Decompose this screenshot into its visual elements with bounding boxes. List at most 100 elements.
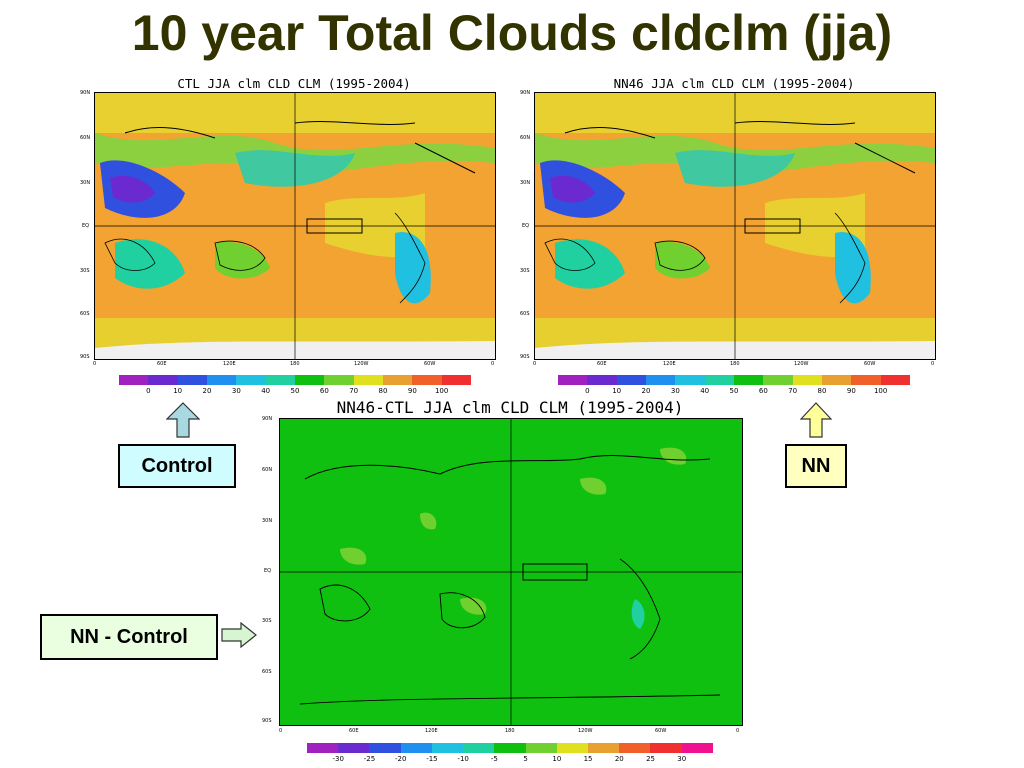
nn-lon-label: 120E (663, 361, 676, 367)
nn-lat-label: 30S (520, 268, 530, 274)
nn-lat-label: 30N (520, 180, 531, 186)
colorbar-tick-label: 60 (758, 387, 768, 395)
diff-lat-label: 60S (262, 669, 272, 675)
nn-lon-label: 0 (931, 361, 935, 367)
slide-title: 10 year Total Clouds cldclm (jja) (131, 5, 893, 61)
nn-lat-label: 90N (520, 90, 531, 96)
colorbar-tick-label: 0 (146, 387, 151, 395)
ctl-map (94, 92, 496, 360)
colorbar-swatch (556, 743, 588, 753)
nn-colorbar-labels: 0 10 20 30 40 50 60 70 80 90 100 (558, 387, 910, 397)
colorbar-tick-label: 70 (788, 387, 798, 395)
ctl-colorbar-labels: 0 10 20 30 40 50 60 70 80 90 100 (119, 387, 471, 397)
ctl-lat-label: 60N (80, 135, 91, 141)
colorbar-tick-label: 15 (583, 755, 593, 763)
control-up-arrow-icon (166, 402, 200, 438)
diff-map (279, 418, 743, 726)
colorbar-tick-label: 90 (846, 387, 856, 395)
control-label-box: Control (118, 444, 236, 488)
colorbar-swatch (369, 743, 401, 753)
colorbar-tick-label: 20 (641, 387, 651, 395)
diff-lat-label: 30S (262, 618, 272, 624)
colorbar-tick-label: 20 (614, 755, 624, 763)
diff-lon-label: 0 (736, 728, 740, 734)
colorbar-tick-label: 50 (729, 387, 739, 395)
colorbar-swatch (558, 375, 588, 385)
colorbar-swatch (148, 375, 178, 385)
colorbar-tick-label: 5 (523, 755, 528, 763)
colorbar-swatch (412, 375, 442, 385)
diff-lon-label: 120W (578, 728, 593, 734)
nn-lat-label: 60S (520, 311, 530, 317)
diff-lat-label: EQ (264, 568, 272, 574)
diff-lat-label: 30N (262, 518, 273, 524)
colorbar-tick-label: 30 (231, 387, 241, 395)
colorbar-swatch (645, 375, 676, 385)
ctl-lat-label: 30S (80, 268, 90, 274)
colorbar-swatch (704, 375, 734, 385)
nn-colorbar (558, 375, 910, 385)
diff-lon-label: 180 (505, 728, 515, 734)
colorbar-swatch (353, 375, 383, 385)
colorbar-swatch (236, 375, 266, 385)
ctl-lat-label: 60S (80, 311, 90, 317)
colorbar-swatch (441, 375, 471, 385)
colorbar-swatch (382, 375, 413, 385)
diff-lat-label: 60N (262, 467, 273, 473)
colorbar-tick-label: -10 (457, 755, 469, 763)
colorbar-swatch (463, 743, 495, 753)
diff-lon-label: 60W (655, 728, 667, 734)
colorbar-tick-label: 100 (434, 387, 449, 395)
colorbar-tick-label: -30 (332, 755, 344, 763)
colorbar-tick-label: 90 (407, 387, 417, 395)
colorbar-tick-label: 30 (677, 755, 687, 763)
ctl-lat-label: 90S (80, 354, 90, 360)
nn-lat-label: 90S (520, 354, 530, 360)
diff-lat-label: 90N (262, 416, 273, 422)
ctl-lon-label: 60W (424, 361, 436, 367)
diff-lat-label: 90S (262, 718, 272, 724)
colorbar-tick-label: 60 (319, 387, 329, 395)
ctl-lon-label: 180 (290, 361, 300, 367)
colorbar-tick-label: 10 (552, 755, 562, 763)
colorbar-swatch (119, 375, 149, 385)
ctl-lat-label: EQ (82, 223, 90, 229)
ctl-lon-label: 0 (93, 361, 97, 367)
diff-right-arrow-icon (221, 622, 257, 648)
colorbar-swatch (681, 743, 713, 753)
colorbar-tick-label: -5 (490, 755, 498, 763)
nn-lon-label: 120W (794, 361, 809, 367)
colorbar-tick-label: 10 (173, 387, 183, 395)
colorbar-swatch (619, 743, 651, 753)
colorbar-tick-label: 40 (261, 387, 271, 395)
nn-map (534, 92, 936, 360)
colorbar-swatch (821, 375, 852, 385)
diff-lon-label: 0 (279, 728, 283, 734)
colorbar-tick-label: 10 (612, 387, 622, 395)
colorbar-swatch (265, 375, 295, 385)
ctl-lat-label: 30N (80, 180, 91, 186)
ctl-lon-label: 0 (491, 361, 495, 367)
colorbar-swatch (763, 375, 793, 385)
colorbar-swatch (431, 743, 464, 753)
colorbar-swatch (324, 375, 354, 385)
colorbar-swatch (525, 743, 557, 753)
colorbar-tick-label: 40 (700, 387, 710, 395)
diff-lon-label: 60E (349, 728, 359, 734)
colorbar-tick-label: 70 (349, 387, 359, 395)
colorbar-swatch (851, 375, 881, 385)
ctl-lon-label: 120E (223, 361, 236, 367)
colorbar-swatch (294, 375, 325, 385)
nn-lat-label: EQ (522, 223, 530, 229)
nn-lon-label: 60W (864, 361, 876, 367)
diff-colorbar-labels: -30 -25 -20 -15 -10 -5 5 10 15 20 25 30 (307, 755, 713, 765)
nn-up-arrow-icon (800, 402, 832, 438)
colorbar-tick-label: 0 (585, 387, 590, 395)
colorbar-tick-label: 25 (646, 755, 655, 763)
colorbar-swatch (400, 743, 432, 753)
colorbar-swatch (675, 375, 705, 385)
diff-lon-label: 120E (425, 728, 438, 734)
ctl-map-title: CTL JJA clm CLD CLM (1995-2004) (177, 76, 411, 91)
diff-map-title: NN46-CTL JJA clm CLD CLM (1995-2004) (336, 398, 684, 417)
ctl-colorbar (119, 375, 471, 385)
